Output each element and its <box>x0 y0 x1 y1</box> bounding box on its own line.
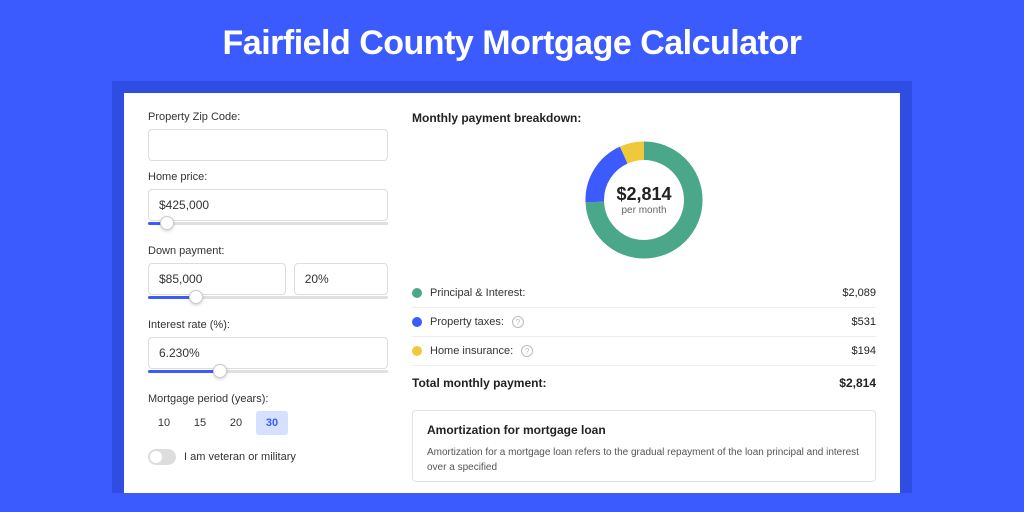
calculator-card: Property Zip Code: Home price: Down paym… <box>124 93 900 493</box>
amortization-box: Amortization for mortgage loan Amortizat… <box>412 410 876 482</box>
amortization-heading: Amortization for mortgage loan <box>427 423 861 437</box>
total-value: $2,814 <box>839 376 876 390</box>
donut-chart: $2,814 per month <box>579 135 709 265</box>
slider-thumb-icon[interactable] <box>213 364 227 378</box>
zip-label: Property Zip Code: <box>148 111 388 123</box>
info-icon[interactable]: ? <box>512 316 524 328</box>
interest-input[interactable] <box>148 337 388 369</box>
donut-sub: per month <box>621 205 666 216</box>
legend-dot-icon <box>412 346 422 356</box>
home-price-slider[interactable] <box>148 221 388 235</box>
interest-label: Interest rate (%): <box>148 319 388 331</box>
breakdown-value: $194 <box>852 345 876 357</box>
total-label: Total monthly payment: <box>412 376 546 390</box>
card-outer: Property Zip Code: Home price: Down paym… <box>112 81 912 493</box>
down-payment-input[interactable] <box>148 263 286 295</box>
home-price-label: Home price: <box>148 171 388 183</box>
zip-input[interactable] <box>148 129 388 161</box>
breakdown-line: Principal & Interest: $2,089 <box>412 279 876 307</box>
amortization-text: Amortization for a mortgage loan refers … <box>427 445 861 475</box>
breakdown-line: Home insurance:? $194 <box>412 336 876 365</box>
form-column: Property Zip Code: Home price: Down paym… <box>148 111 388 493</box>
slider-thumb-icon[interactable] <box>189 290 203 304</box>
breakdown-value: $2,089 <box>842 287 876 299</box>
period-label: Mortgage period (years): <box>148 393 388 405</box>
total-line: Total monthly payment: $2,814 <box>412 365 876 400</box>
toggle-handle-icon <box>150 451 162 463</box>
donut-value: $2,814 <box>616 184 671 205</box>
donut-wrap: $2,814 per month <box>412 135 876 265</box>
breakdown-key: Principal & Interest: <box>430 287 525 299</box>
down-payment-label: Down payment: <box>148 245 388 257</box>
breakdown-line: Property taxes:? $531 <box>412 307 876 336</box>
legend-dot-icon <box>412 317 422 327</box>
veteran-label: I am veteran or military <box>184 451 296 463</box>
breakdown-column: Monthly payment breakdown: $2,814 per mo… <box>412 111 876 493</box>
period-button-30[interactable]: 30 <box>256 411 288 435</box>
breakdown-value: $531 <box>852 316 876 328</box>
period-button-10[interactable]: 10 <box>148 411 180 435</box>
down-payment-pct-input[interactable] <box>294 263 388 295</box>
slider-thumb-icon[interactable] <box>160 216 174 230</box>
down-payment-slider[interactable] <box>148 295 388 309</box>
home-price-input[interactable] <box>148 189 388 221</box>
legend-dot-icon <box>412 288 422 298</box>
period-button-20[interactable]: 20 <box>220 411 252 435</box>
veteran-toggle[interactable] <box>148 449 176 465</box>
period-row: 10152030 <box>148 411 388 435</box>
page-title: Fairfield County Mortgage Calculator <box>0 0 1024 81</box>
breakdown-key: Property taxes: <box>430 316 504 328</box>
veteran-row: I am veteran or military <box>148 449 388 465</box>
period-button-15[interactable]: 15 <box>184 411 216 435</box>
interest-slider[interactable] <box>148 369 388 383</box>
breakdown-heading: Monthly payment breakdown: <box>412 111 876 125</box>
breakdown-key: Home insurance: <box>430 345 513 357</box>
info-icon[interactable]: ? <box>521 345 533 357</box>
